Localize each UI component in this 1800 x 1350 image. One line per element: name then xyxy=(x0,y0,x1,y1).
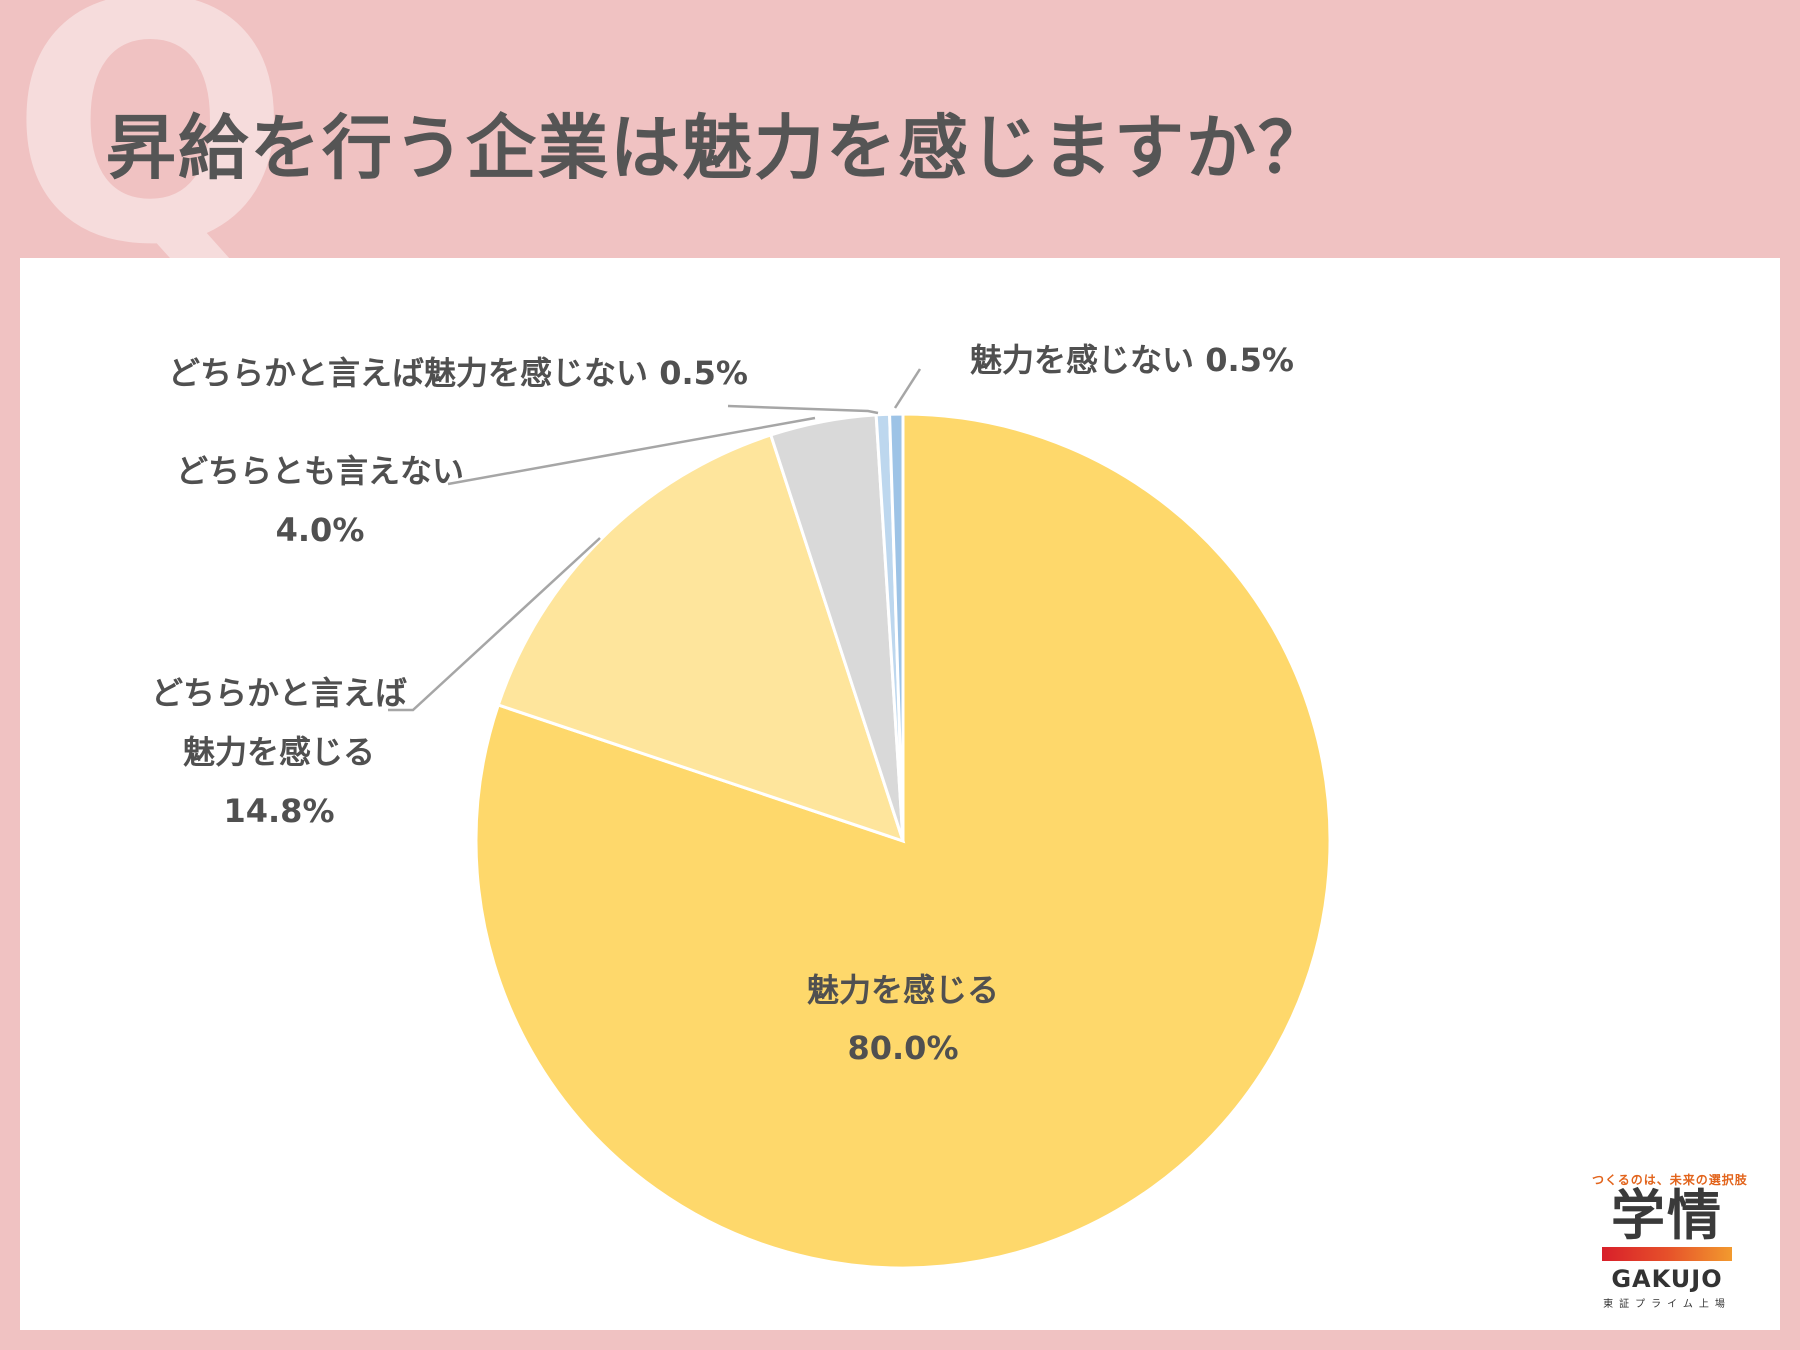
leader-line-1 xyxy=(388,537,601,712)
slice-label-s0-line-0: 魅力を感じる xyxy=(807,971,999,1009)
leader-line-4 xyxy=(893,368,922,409)
slice-label-s3-line-0: どちらかと言えば魅力を感じない 0.5% xyxy=(168,354,748,392)
logo-name: GAKUJO xyxy=(1611,1265,1723,1293)
slice-label-s1-line-2: 14.8% xyxy=(223,792,334,830)
logo-bar xyxy=(1602,1247,1732,1261)
pie-slice-4 xyxy=(888,412,905,842)
slice-label-s2-line-1: 4.0% xyxy=(276,511,365,549)
leader-lines xyxy=(388,368,922,712)
chart-title: 昇給を行う企業は魅力を感じますか？ xyxy=(106,107,1330,189)
slice-label-s0-line-1: 80.0% xyxy=(847,1029,958,1067)
chart-panel: 魅力を感じる 80.0% どちらかと言えば 魅力を感じる 14.8% どちらとも言えない 4… xyxy=(20,258,1780,1330)
leader-line-2 xyxy=(447,416,816,486)
slice-label-s1-line-0: どちらかと言えば xyxy=(151,674,407,712)
slice-label-s2-line-0: どちらとも言えない xyxy=(176,452,464,490)
gakujo-logo: つくるのは、未来の選択肢 学情 GAKUJO 東証プライム上場 xyxy=(1592,1171,1748,1310)
slice-labels: 魅力を感じる80.0%どちらかと言えば魅力を感じる14.8%どちらとも言えない4… xyxy=(151,341,1294,1067)
pie-slice-1 xyxy=(496,433,906,844)
pie-chart: 魅力を感じる80.0%どちらかと言えば魅力を感じる14.8%どちらとも言えない4… xyxy=(151,341,1332,1270)
leader-line-3 xyxy=(727,404,879,415)
logo-kanji: 学情 xyxy=(1611,1184,1723,1248)
q-mark-decoration: Q xyxy=(10,0,291,317)
slice-label-s4-line-0: 魅力を感じない 0.5% xyxy=(970,341,1294,379)
logo-subtitle: 東証プライム上場 xyxy=(1603,1299,1731,1310)
slice-label-s1-line-1: 魅力を感じる xyxy=(183,733,375,771)
pie-slices xyxy=(474,412,1332,1270)
logo-tagline: つくるのは、未来の選択肢 xyxy=(1592,1173,1748,1188)
